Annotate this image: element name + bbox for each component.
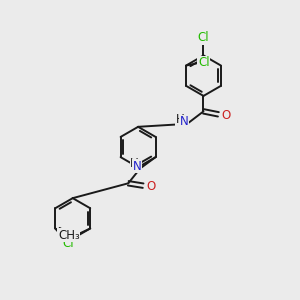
Text: H: H — [130, 157, 139, 169]
Text: Cl: Cl — [198, 56, 210, 69]
Text: Cl: Cl — [198, 31, 209, 44]
Text: H: H — [176, 112, 185, 126]
Text: N: N — [180, 115, 188, 128]
Text: Cl: Cl — [62, 237, 74, 250]
Text: O: O — [221, 109, 230, 122]
Text: N: N — [133, 160, 142, 173]
Text: CH₃: CH₃ — [58, 229, 80, 242]
Text: O: O — [146, 180, 155, 193]
